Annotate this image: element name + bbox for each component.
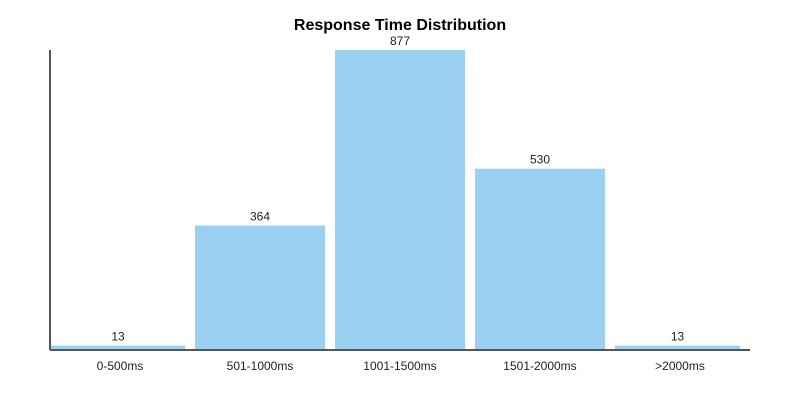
bars-layer (51, 50, 740, 350)
x-tick-label-2: 1001-1500ms (363, 359, 436, 373)
x-tick-label-1: 501-1000ms (227, 359, 294, 373)
data-label-3: 530 (530, 153, 550, 167)
x-tick-labels-layer: 0-500ms 501-1000ms 1001-1500ms 1501-2000ms >… (97, 359, 705, 373)
data-label-0: 13 (111, 330, 125, 344)
x-tick-label-3: 1501-2000ms (503, 359, 576, 373)
chart-title: Response Time Distribution (294, 17, 506, 34)
data-label-1: 364 (250, 209, 270, 223)
bar-0 (51, 345, 185, 350)
data-labels-layer: 13 364 877 530 13 (111, 34, 684, 344)
bar-2 (335, 50, 465, 350)
bar-1 (195, 225, 325, 350)
x-tick-label-0: 0-500ms (97, 359, 144, 373)
x-tick-label-4: >2000ms (655, 359, 705, 373)
bar-3 (475, 168, 605, 350)
data-label-4: 13 (671, 330, 685, 344)
bar-4 (615, 345, 740, 350)
data-label-2: 877 (390, 34, 410, 48)
